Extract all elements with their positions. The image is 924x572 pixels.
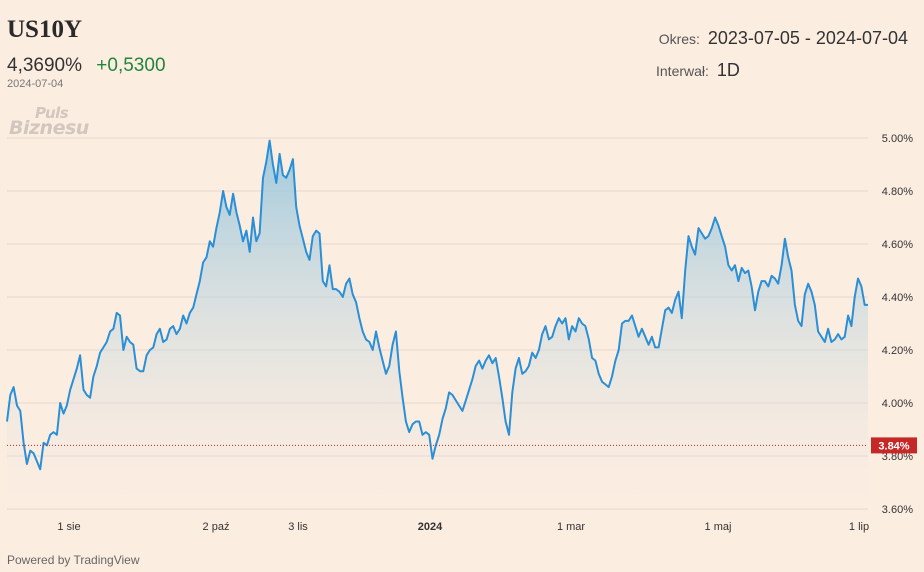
logo-line-1: Puls bbox=[35, 104, 69, 122]
y-tick-label: 4.20% bbox=[882, 345, 913, 357]
period-label: Okres: bbox=[658, 31, 700, 47]
x-tick-label: 3 lis bbox=[288, 521, 308, 533]
interval-info: Interwał: 1D bbox=[656, 60, 740, 81]
series-layer bbox=[6, 139, 868, 509]
x-tick-label: 1 sie bbox=[57, 521, 80, 533]
puls-biznesu-logo: Puls Biznesu bbox=[9, 104, 89, 139]
y-tick-label: 3.80% bbox=[882, 451, 913, 463]
price-row: 4,3690% +0,5300 bbox=[7, 55, 166, 77]
y-tick-label: 5.00% bbox=[882, 133, 913, 145]
x-axis: 1 sie 2 paź 3 lis 2024 1 mar 1 maj 1 lip bbox=[57, 521, 869, 533]
series-area bbox=[7, 140, 868, 509]
quote-date: 2024-07-04 bbox=[7, 78, 64, 90]
series-line bbox=[6, 139, 868, 471]
ticker-symbol: US10Y bbox=[7, 16, 83, 43]
interval-value[interactable]: 1D bbox=[716, 60, 740, 80]
reference-badge bbox=[871, 437, 917, 454]
period-value[interactable]: 2023-07-05 - 2024-07-04 bbox=[707, 28, 908, 48]
logo-line-2: Biznesu bbox=[9, 117, 89, 139]
period-info: Okres: 2023-07-05 - 2024-07-04 bbox=[659, 28, 908, 49]
y-tick-label: 4.80% bbox=[882, 186, 913, 198]
reference-label: 3.84% bbox=[878, 440, 909, 452]
x-tick-label: 1 maj bbox=[705, 521, 732, 533]
interval-label: Interwał: bbox=[656, 63, 709, 79]
y-axis: 5.00% 4.80% 4.60% 4.40% 4.20% 4.00% 3.80% 3.60%… bbox=[871, 133, 917, 516]
powered-by-tradingview[interactable]: Powered by TradingView bbox=[7, 553, 140, 567]
y-tick-label: 3.60% bbox=[882, 504, 913, 516]
x-tick-label: 2024 bbox=[418, 521, 443, 533]
y-tick-label: 4.00% bbox=[882, 398, 913, 410]
x-tick-label: 1 lip bbox=[849, 521, 869, 533]
y-tick-label: 4.40% bbox=[882, 292, 913, 304]
x-tick-label: 2 paź bbox=[203, 521, 230, 533]
y-tick-label: 4.60% bbox=[882, 239, 913, 251]
price-change: +0,5300 bbox=[96, 55, 166, 76]
x-tick-label: 1 mar bbox=[557, 521, 585, 533]
current-price: 4,3690% bbox=[7, 55, 83, 76]
